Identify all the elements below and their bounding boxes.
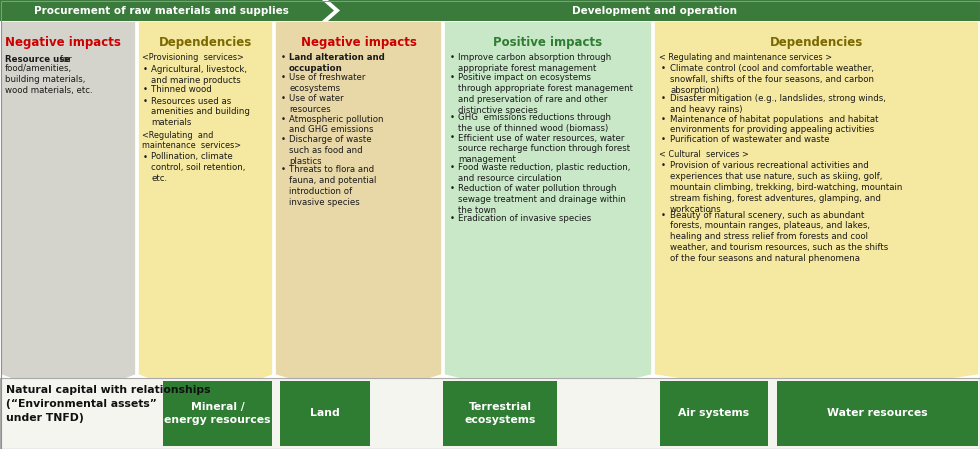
Text: Discharge of waste
such as food and
plastics: Discharge of waste such as food and plas… (289, 135, 371, 166)
Text: food/amenities,
building materials,
wood materials, etc.: food/amenities, building materials, wood… (5, 65, 93, 96)
Text: •: • (450, 53, 455, 62)
Text: < Cultural  services >: < Cultural services > (659, 150, 749, 159)
Text: Atmospheric pollution
and GHG emissions: Atmospheric pollution and GHG emissions (289, 114, 383, 134)
Text: •: • (661, 161, 666, 170)
Text: •: • (143, 97, 148, 106)
Text: Resource use: Resource use (5, 55, 71, 64)
Text: •: • (661, 135, 666, 144)
Text: Disaster mitigation (e.g., landslides, strong winds,
and heavy rains): Disaster mitigation (e.g., landslides, s… (670, 94, 886, 114)
Text: •: • (281, 114, 286, 123)
Bar (777, 381, 978, 446)
Text: Terrestrial
ecosystems: Terrestrial ecosystems (465, 402, 536, 425)
Text: Eradication of invasive species: Eradication of invasive species (458, 214, 591, 223)
Bar (443, 381, 557, 446)
Text: Beauty of natural scenery, such as abundant
forests, mountain ranges, plateaus, : Beauty of natural scenery, such as abund… (670, 211, 888, 264)
Text: Negative impacts: Negative impacts (5, 36, 121, 49)
Text: Natural capital with relationships
(“Environmental assets”
under TNFD): Natural capital with relationships (“Env… (6, 385, 211, 423)
Polygon shape (0, 0, 334, 21)
Text: •: • (281, 53, 286, 62)
Text: •: • (450, 184, 455, 193)
Text: •: • (450, 214, 455, 223)
Text: Procurement of raw materials and supplies: Procurement of raw materials and supplie… (33, 5, 288, 16)
Bar (280, 381, 370, 446)
Text: Land: Land (310, 409, 340, 418)
Text: Efficient use of water resources, water
source recharge function through forest
: Efficient use of water resources, water … (458, 133, 630, 164)
Polygon shape (1, 21, 136, 400)
Text: •: • (143, 65, 148, 74)
Text: Provision of various recreational activities and
experiences that use nature, su: Provision of various recreational activi… (670, 161, 903, 214)
Text: Agricultural, livestock,
and marine products: Agricultural, livestock, and marine prod… (151, 65, 247, 85)
Polygon shape (275, 21, 442, 400)
Text: Climate control (cool and comfortable weather,
snowfall, shifts of the four seas: Climate control (cool and comfortable we… (670, 64, 874, 95)
Text: Purification of wastewater and waste: Purification of wastewater and waste (670, 135, 829, 144)
Polygon shape (138, 21, 273, 400)
Bar (660, 381, 768, 446)
Text: < Regulating and maintenance services >: < Regulating and maintenance services > (659, 53, 832, 62)
Text: •: • (661, 211, 666, 220)
Text: GHG  emissions reductions through
the use of thinned wood (biomass): GHG emissions reductions through the use… (458, 113, 611, 133)
Text: •: • (661, 64, 666, 73)
Text: •: • (450, 163, 455, 172)
Text: Improve carbon absorption through
appropriate forest management: Improve carbon absorption through approp… (458, 53, 612, 73)
Text: <Provisioning  services>: <Provisioning services> (142, 53, 244, 62)
Bar (163, 381, 272, 446)
Text: •: • (661, 114, 666, 123)
Text: Air systems: Air systems (678, 409, 750, 418)
Text: •: • (281, 94, 286, 103)
Text: Dependencies: Dependencies (159, 36, 252, 49)
Text: •: • (281, 135, 286, 144)
Text: Resources used as
amenities and building
materials: Resources used as amenities and building… (151, 97, 250, 128)
Text: Maintenance of habitat populations  and habitat
environments for providing appea: Maintenance of habitat populations and h… (670, 114, 878, 134)
Polygon shape (654, 21, 979, 400)
Text: •: • (450, 133, 455, 142)
Text: Use of water
resources: Use of water resources (289, 94, 344, 114)
Text: for: for (57, 55, 72, 64)
Text: •: • (281, 74, 286, 83)
Text: •: • (450, 113, 455, 122)
Text: Use of freshwater
ecosystems: Use of freshwater ecosystems (289, 74, 366, 93)
Text: Mineral /
energy resources: Mineral / energy resources (165, 402, 270, 425)
Text: Dependencies: Dependencies (770, 36, 863, 49)
Text: Positive impact on ecosystems
through appropriate forest management
and preserva: Positive impact on ecosystems through ap… (458, 74, 633, 115)
Text: Food waste reduction, plastic reduction,
and resource circulation: Food waste reduction, plastic reduction,… (458, 163, 630, 184)
Text: Pollination, climate
control, soil retention,
etc.: Pollination, climate control, soil reten… (151, 153, 245, 184)
Text: Water resources: Water resources (827, 409, 928, 418)
Text: Negative impacts: Negative impacts (301, 36, 416, 49)
Text: •: • (661, 94, 666, 103)
Text: •: • (281, 165, 286, 174)
Text: Land alteration and
occupation: Land alteration and occupation (289, 53, 385, 73)
Text: Development and operation: Development and operation (571, 5, 737, 16)
Text: •: • (143, 153, 148, 162)
Text: •: • (143, 85, 148, 94)
Text: Positive impacts: Positive impacts (494, 36, 603, 49)
Text: Thinned wood: Thinned wood (151, 85, 212, 94)
Polygon shape (444, 21, 652, 400)
Text: •: • (450, 74, 455, 83)
Polygon shape (328, 0, 980, 21)
Text: <Regulating  and
maintenance  services>: <Regulating and maintenance services> (142, 131, 241, 150)
Bar (0, 378, 980, 449)
Text: Threats to flora and
fauna, and potential
introduction of
invasive species: Threats to flora and fauna, and potentia… (289, 165, 376, 207)
Text: Reduction of water pollution through
sewage treatment and drainage within
the to: Reduction of water pollution through sew… (458, 184, 626, 215)
